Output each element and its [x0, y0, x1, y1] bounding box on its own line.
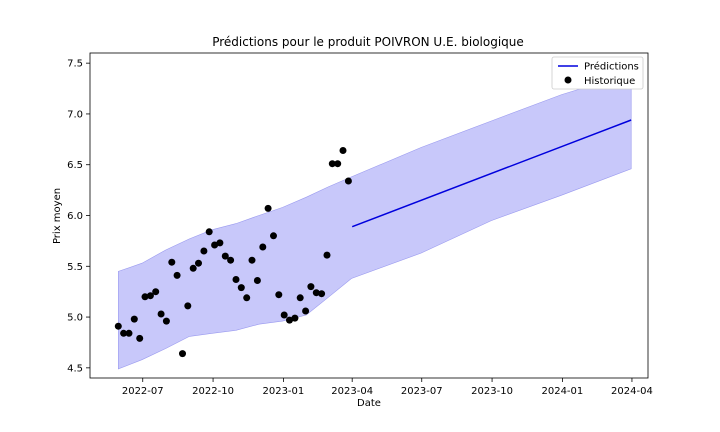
history-point — [179, 350, 186, 358]
history-point — [318, 290, 326, 298]
history-point — [312, 289, 320, 297]
y-tick-label: 7.0 — [67, 109, 83, 120]
history-point — [173, 271, 181, 279]
x-tick-label: 2022-10 — [192, 386, 234, 397]
history-point — [195, 259, 202, 267]
history-point — [307, 283, 315, 291]
history-point — [259, 243, 267, 251]
history-point — [339, 147, 347, 154]
history-point — [253, 277, 261, 284]
y-tick-label: 5.0 — [67, 313, 83, 324]
history-point — [344, 177, 352, 185]
history-point — [323, 251, 331, 259]
x-tick-label: 2023-04 — [331, 386, 373, 397]
x-tick-label: 2022-07 — [122, 386, 164, 397]
history-point — [227, 256, 235, 264]
prediction-line — [351, 119, 632, 228]
history-point — [114, 322, 122, 330]
x-axis-label: Date — [357, 398, 381, 409]
history-point — [130, 315, 138, 323]
history-point — [200, 247, 208, 255]
history-point — [157, 310, 165, 318]
x-tick-label: 2023-07 — [401, 386, 443, 397]
history-point — [120, 329, 128, 337]
y-tick-label: 4.5 — [67, 363, 83, 374]
history-point — [248, 256, 256, 264]
legend-history-label: Historique — [584, 76, 635, 87]
history-point — [184, 302, 192, 310]
history-point — [280, 311, 288, 319]
history-point — [205, 228, 213, 236]
y-axis-label: Prix moyen — [52, 188, 63, 244]
legend-box — [551, 56, 644, 90]
history-point — [221, 252, 229, 260]
history-point — [237, 284, 245, 292]
history-point — [168, 258, 176, 266]
history-point — [296, 294, 304, 302]
x-tick-label: 2024-01 — [541, 386, 583, 397]
x-tick-label: 2023-01 — [262, 386, 304, 397]
history-point — [275, 291, 283, 299]
y-axis: 4.5 5.0 5.5 6.0 6.5 7.0 7.5 — [67, 59, 90, 374]
history-point — [286, 316, 293, 324]
y-tick-label: 5.5 — [67, 262, 83, 273]
y-tick-label: 6.0 — [67, 211, 83, 222]
chart-title: Prédictions pour le produit POIVRON U.E.… — [212, 35, 524, 49]
history-point — [243, 294, 251, 302]
legend: Prédictions Historique — [551, 56, 644, 90]
legend-prediction-label: Prédictions — [584, 61, 639, 73]
x-tick-label: 2023-10 — [471, 386, 513, 397]
history-point — [162, 317, 170, 325]
y-tick-label: 7.5 — [67, 59, 83, 70]
history-point — [141, 293, 149, 301]
x-tick-label: 2024-04 — [611, 386, 653, 397]
history-point — [270, 232, 277, 240]
prediction-interval-band — [118, 72, 632, 370]
history-point — [216, 239, 224, 247]
history-point — [125, 329, 133, 337]
history-point — [232, 276, 240, 283]
history-point — [302, 307, 310, 315]
history-point — [146, 292, 154, 300]
history-point — [136, 334, 144, 342]
plot-area — [114, 72, 632, 370]
y-tick-label: 6.5 — [67, 160, 83, 171]
history-point — [211, 241, 219, 249]
history-point — [189, 264, 197, 272]
history-point — [334, 160, 342, 168]
x-axis: 2022-07 2022-10 2023-01 2023-04 2023-07 2023-… — [122, 378, 653, 397]
history-point — [264, 204, 272, 212]
history-point — [291, 314, 299, 322]
history-point — [152, 288, 160, 296]
legend-history-marker — [564, 76, 572, 84]
history-point — [328, 160, 336, 168]
